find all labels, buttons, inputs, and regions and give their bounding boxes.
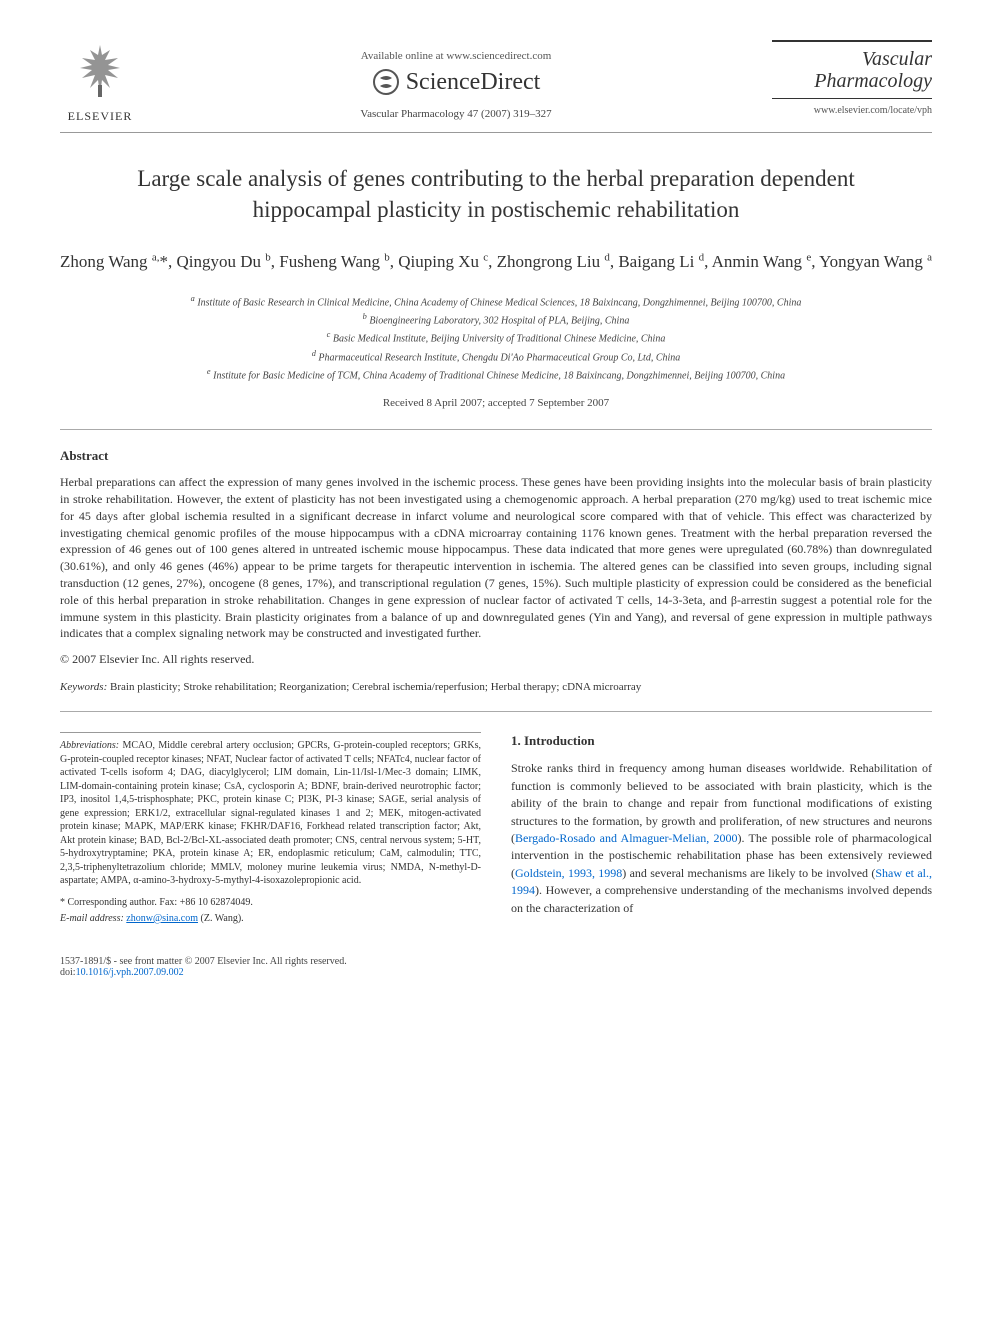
keywords: Keywords: Brain plasticity; Stroke rehab… xyxy=(60,681,932,693)
affiliation-0: a Institute of Basic Research in Clinica… xyxy=(60,293,932,310)
right-column: 1. Introduction Stroke ranks third in fr… xyxy=(511,732,932,926)
issn-line: 1537-1891/$ - see front matter © 2007 El… xyxy=(60,956,347,967)
header-divider xyxy=(60,132,932,133)
introduction-heading: 1. Introduction xyxy=(511,732,932,750)
page-footer: 1537-1891/$ - see front matter © 2007 El… xyxy=(60,950,932,978)
journal-title-line2: Pharmacology xyxy=(814,70,932,92)
footer-left: 1537-1891/$ - see front matter © 2007 El… xyxy=(60,956,347,978)
affiliation-4: e Institute for Basic Medicine of TCM, C… xyxy=(60,366,932,383)
journal-reference: Vascular Pharmacology 47 (2007) 319–327 xyxy=(140,108,772,120)
left-column: Abbreviations: MCAO, Middle cerebral art… xyxy=(60,732,481,926)
article-dates: Received 8 April 2007; accepted 7 Septem… xyxy=(60,397,932,409)
abstract-body: Herbal preparations can affect the expre… xyxy=(60,474,932,642)
citation-1[interactable]: Bergado-Rosado and Almaguer-Melian, 2000 xyxy=(515,831,738,845)
affiliations: a Institute of Basic Research in Clinica… xyxy=(60,293,932,384)
abbreviations-block: Abbreviations: MCAO, Middle cerebral art… xyxy=(60,732,481,888)
doi-line: doi:10.1016/j.vph.2007.09.002 xyxy=(60,967,347,978)
sciencedirect-text: ScienceDirect xyxy=(406,69,541,96)
keywords-label: Keywords: xyxy=(60,681,107,693)
center-header: Available online at www.sciencedirect.co… xyxy=(140,40,772,120)
email-link[interactable]: zhonw@sina.com xyxy=(126,913,198,924)
doi-value[interactable]: 10.1016/j.vph.2007.09.002 xyxy=(76,967,184,978)
keywords-divider xyxy=(60,711,932,712)
doi-label: doi: xyxy=(60,967,76,978)
abstract-copyright: © 2007 Elsevier Inc. All rights reserved… xyxy=(60,652,932,667)
authors-list: Zhong Wang a,*, Qingyou Du b, Fusheng Wa… xyxy=(60,249,932,275)
journal-title: Vascular Pharmacology xyxy=(772,40,932,99)
abstract-top-divider xyxy=(60,429,932,430)
journal-title-box: Vascular Pharmacology www.elsevier.com/l… xyxy=(772,40,932,116)
intro-text-4: ). However, a comprehensive understandin… xyxy=(511,883,932,914)
abbreviations-text: MCAO, Middle cerebral artery occlusion; … xyxy=(60,740,481,886)
corresponding-author: * Corresponding author. Fax: +86 10 6287… xyxy=(60,896,481,910)
abstract-heading: Abstract xyxy=(60,448,932,464)
elsevier-tree-icon xyxy=(70,40,130,100)
affiliation-2: c Basic Medical Institute, Beijing Unive… xyxy=(60,329,932,346)
affiliation-3: d Pharmaceutical Research Institute, Che… xyxy=(60,348,932,365)
page-header: ELSEVIER Available online at www.science… xyxy=(60,40,932,124)
sciencedirect-icon xyxy=(372,68,400,96)
affiliation-1: b Bioengineering Laboratory, 302 Hospita… xyxy=(60,311,932,328)
sciencedirect-logo: ScienceDirect xyxy=(140,68,772,96)
article-title: Large scale analysis of genes contributi… xyxy=(60,163,932,225)
available-online-text: Available online at www.sciencedirect.co… xyxy=(140,50,772,62)
introduction-body: Stroke ranks third in frequency among hu… xyxy=(511,760,932,917)
keywords-text: Brain plasticity; Stroke rehabilitation;… xyxy=(110,681,641,693)
journal-url: www.elsevier.com/locate/vph xyxy=(772,105,932,116)
two-column-layout: Abbreviations: MCAO, Middle cerebral art… xyxy=(60,732,932,926)
abbreviations-label: Abbreviations: xyxy=(60,740,119,751)
journal-title-line1: Vascular xyxy=(862,48,932,70)
email-label: E-mail address: xyxy=(60,913,124,924)
corresponding-email: E-mail address: zhonw@sina.com (Z. Wang)… xyxy=(60,912,481,926)
citation-2[interactable]: Goldstein, 1993, 1998 xyxy=(515,866,622,880)
elsevier-logo: ELSEVIER xyxy=(60,40,140,124)
elsevier-label: ELSEVIER xyxy=(60,109,140,124)
intro-text-3: ) and several mechanisms are likely to b… xyxy=(622,866,875,880)
email-person: (Z. Wang). xyxy=(201,913,244,924)
